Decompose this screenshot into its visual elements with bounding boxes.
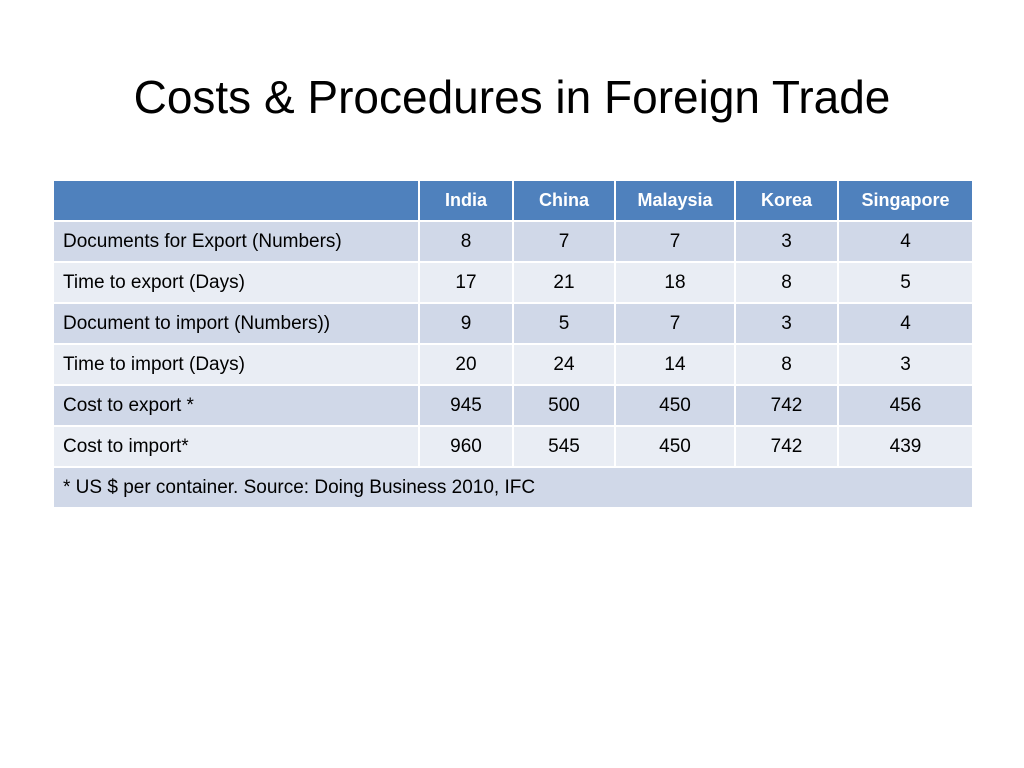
row-label: Time to import (Days) bbox=[52, 343, 420, 386]
table-cell: 7 bbox=[614, 302, 736, 345]
table-cell: 742 bbox=[734, 384, 839, 427]
table-header-row: India China Malaysia Korea Singapore bbox=[52, 179, 974, 222]
table-row: Cost to import* 960 545 450 742 439 bbox=[52, 425, 974, 468]
row-label: Time to export (Days) bbox=[52, 261, 420, 304]
table-row: Time to export (Days) 17 21 18 8 5 bbox=[52, 261, 974, 304]
header-cell-blank bbox=[52, 179, 420, 222]
table-footnote: * US $ per container. Source: Doing Busi… bbox=[52, 466, 974, 509]
table-cell: 945 bbox=[418, 384, 514, 427]
table-cell: 960 bbox=[418, 425, 514, 468]
table-row: Cost to export * 945 500 450 742 456 bbox=[52, 384, 974, 427]
table-cell: 24 bbox=[512, 343, 616, 386]
table-cell: 5 bbox=[837, 261, 974, 304]
trade-costs-table: India China Malaysia Korea Singapore Doc… bbox=[52, 179, 974, 509]
table-cell: 9 bbox=[418, 302, 514, 345]
table-cell: 4 bbox=[837, 220, 974, 263]
table-cell: 4 bbox=[837, 302, 974, 345]
table-cell: 545 bbox=[512, 425, 616, 468]
table-cell: 439 bbox=[837, 425, 974, 468]
table-cell: 3 bbox=[734, 220, 839, 263]
table-cell: 21 bbox=[512, 261, 616, 304]
header-cell-india: India bbox=[418, 179, 514, 222]
table-row: Time to import (Days) 20 24 14 8 3 bbox=[52, 343, 974, 386]
row-label: Cost to export * bbox=[52, 384, 420, 427]
slide-title: Costs & Procedures in Foreign Trade bbox=[133, 71, 891, 123]
table-cell: 3 bbox=[837, 343, 974, 386]
table-row: Documents for Export (Numbers) 8 7 7 3 4 bbox=[52, 220, 974, 263]
table-cell: 14 bbox=[614, 343, 736, 386]
table-row: Document to import (Numbers)) 9 5 7 3 4 bbox=[52, 302, 974, 345]
table-cell: 742 bbox=[734, 425, 839, 468]
row-label: Documents for Export (Numbers) bbox=[52, 220, 420, 263]
table-cell: 20 bbox=[418, 343, 514, 386]
table-cell: 8 bbox=[734, 261, 839, 304]
table-cell: 450 bbox=[614, 425, 736, 468]
header-cell-korea: Korea bbox=[734, 179, 839, 222]
header-cell-china: China bbox=[512, 179, 616, 222]
table-cell: 5 bbox=[512, 302, 616, 345]
table-cell: 8 bbox=[734, 343, 839, 386]
row-label: Cost to import* bbox=[52, 425, 420, 468]
table-cell: 3 bbox=[734, 302, 839, 345]
header-cell-malaysia: Malaysia bbox=[614, 179, 736, 222]
footnote-row: * US $ per container. Source: Doing Busi… bbox=[52, 466, 974, 509]
header-cell-singapore: Singapore bbox=[837, 179, 974, 222]
table-cell: 500 bbox=[512, 384, 616, 427]
table-cell: 7 bbox=[614, 220, 736, 263]
row-label: Document to import (Numbers)) bbox=[52, 302, 420, 345]
table-cell: 17 bbox=[418, 261, 514, 304]
table-cell: 456 bbox=[837, 384, 974, 427]
table-cell: 18 bbox=[614, 261, 736, 304]
table-cell: 7 bbox=[512, 220, 616, 263]
table-cell: 450 bbox=[614, 384, 736, 427]
table-cell: 8 bbox=[418, 220, 514, 263]
